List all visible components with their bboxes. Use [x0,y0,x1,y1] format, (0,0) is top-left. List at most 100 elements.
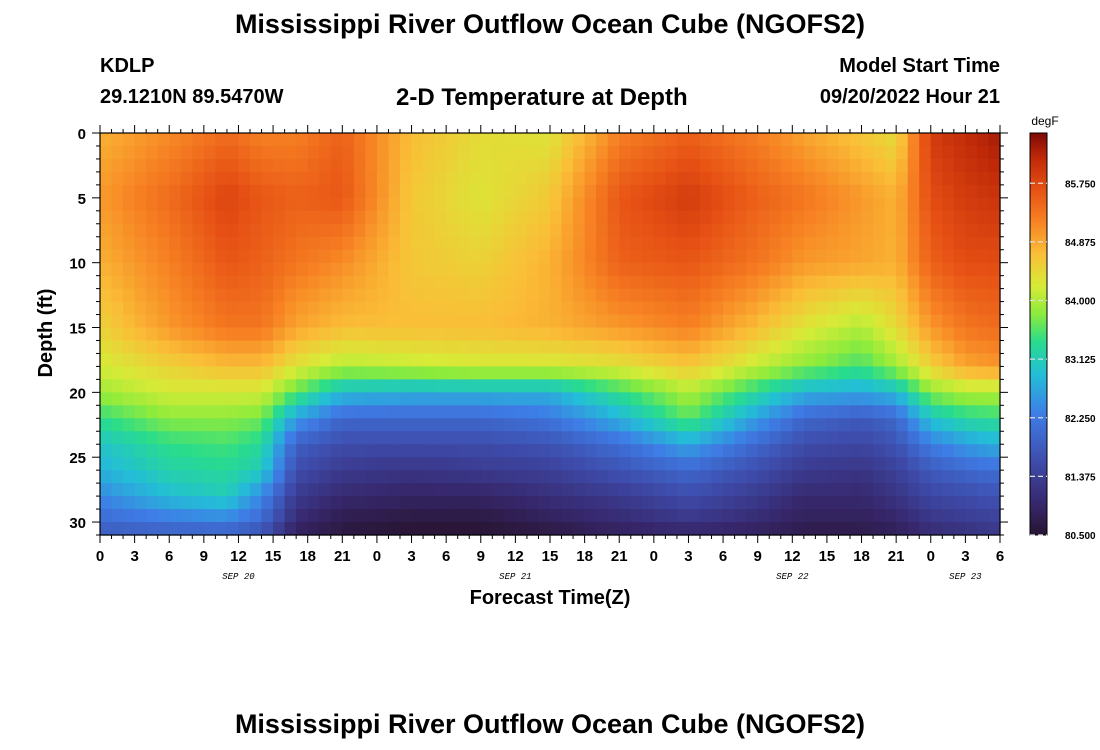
heatmap-cell [296,457,309,471]
heatmap-cell [711,184,724,199]
heatmap-cell [353,496,366,510]
heatmap-cell [365,236,378,251]
heatmap-cell [711,509,724,523]
heatmap-cell [400,496,413,510]
heatmap-cell [261,457,274,471]
heatmap-cell [157,262,170,277]
heatmap-cell [330,340,343,355]
heatmap-cell [711,470,724,484]
heatmap-cell [953,210,966,225]
heatmap-cell [273,133,286,147]
heatmap-cell [780,184,793,199]
heatmap-cell [134,483,147,497]
heatmap-cell [157,158,170,173]
heatmap-cell [284,236,297,251]
heatmap-cell [100,431,113,445]
heatmap-cell [515,353,528,368]
heatmap-cell [861,444,874,458]
heatmap-cell [838,236,851,251]
heatmap-cell [596,444,609,458]
heatmap-cell [711,197,724,212]
heatmap-cell [815,405,828,419]
heatmap-cell [365,470,378,484]
heatmap-cell [538,262,551,277]
heatmap-cell [711,236,724,251]
heatmap-cell [134,301,147,316]
heatmap-cell [273,301,286,316]
heatmap-cell [965,301,978,316]
heatmap-cell [630,405,643,419]
heatmap-cell [607,197,620,212]
heatmap-cell [573,366,586,380]
heatmap-cell [146,145,159,160]
heatmap-cell [884,301,897,316]
heatmap-cell [896,197,909,212]
heatmap-cell [561,171,574,186]
heatmap-cell [769,249,782,264]
heatmap-cell [157,392,170,406]
station-coordinates: 29.1210N 89.5470W [100,86,284,108]
heatmap-cell [896,145,909,160]
heatmap-cell [538,249,551,264]
heatmap-cell [273,392,286,406]
heatmap-cell [723,379,736,393]
heatmap-cell [942,340,955,355]
heatmap-cell [838,353,851,368]
heatmap-cell [226,483,240,497]
heatmap-cell [192,314,205,329]
heatmap-cell [907,483,920,497]
heatmap-cell [250,158,263,173]
x-tick-label: 12 [507,548,524,565]
heatmap-cell [861,275,874,290]
heatmap-cell [457,509,470,523]
heatmap-cell [111,158,124,173]
heatmap-cell [757,353,770,368]
heatmap-cell [111,522,124,536]
heatmap-cell [653,301,666,316]
heatmap-cell [342,405,355,419]
heatmap-cell [653,210,666,225]
heatmap-cell [884,210,897,225]
heatmap-cell [157,145,170,160]
heatmap-cell [780,158,793,173]
heatmap-cell [330,444,343,458]
heatmap-cell [423,301,436,316]
heatmap-cell [988,249,1001,264]
heatmap-cell [203,223,216,238]
heatmap-cell [284,249,297,264]
heatmap-cell [861,353,874,368]
heatmap-cell [596,184,609,199]
heatmap-cell [307,197,320,212]
heatmap-cell [803,483,816,497]
heatmap-cell [100,483,113,497]
heatmap-cell [307,509,320,523]
heatmap-cell [907,405,920,419]
heatmap-cell [319,509,332,523]
heatmap-cell [446,431,459,445]
heatmap-cell [457,418,470,432]
heatmap-cell [284,457,297,471]
heatmap-cell [976,470,990,484]
heatmap-cell [365,314,378,329]
heatmap-cell [376,392,390,406]
heatmap-cell [942,470,955,484]
heatmap-cell [942,522,955,536]
heatmap-cell [203,288,216,303]
heatmap-cell [446,444,459,458]
heatmap-cell [134,197,147,212]
heatmap-cell [146,353,159,368]
heatmap-cell [284,522,297,536]
heatmap-cell [100,171,113,186]
heatmap-cell [307,158,320,173]
heatmap-cell [665,392,678,406]
heatmap-cell [930,353,943,368]
heatmap-cell [757,405,770,419]
heatmap-cell [480,353,493,368]
heatmap-cell [146,470,159,484]
heatmap-cell [769,431,782,445]
heatmap-cell [700,184,713,199]
heatmap-cell [330,379,343,393]
heatmap-cell [930,366,943,380]
heatmap-cell [192,171,205,186]
heatmap-cell [123,197,136,212]
